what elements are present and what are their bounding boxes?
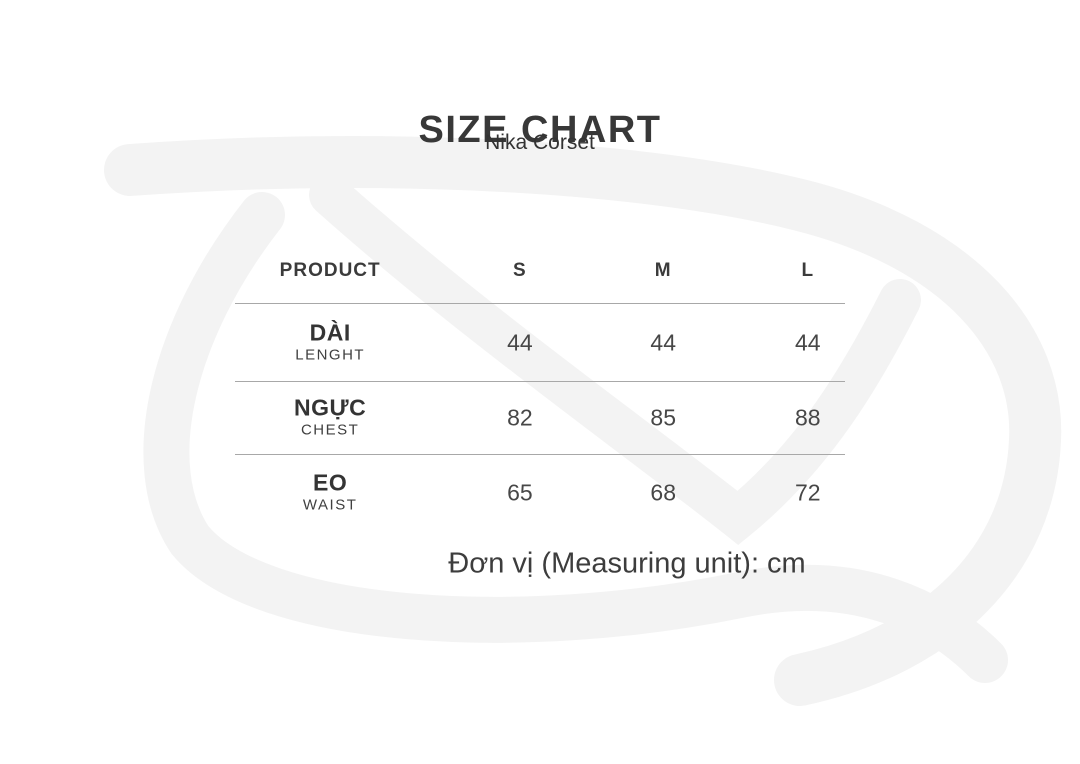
table-header-row: PRODUCT S M L bbox=[235, 238, 845, 304]
length-value-m: 44 bbox=[650, 329, 677, 355]
waist-value-s: 65 bbox=[507, 479, 533, 505]
row-label-en: LENGHT bbox=[295, 346, 366, 364]
table-row-waist: EO WAIST 65 68 72 bbox=[235, 455, 845, 530]
waist-value-l: 72 bbox=[794, 479, 821, 505]
table-row-chest: NGỰC CHEST 82 85 88 bbox=[235, 382, 845, 455]
row-label-waist: EO WAIST bbox=[302, 469, 358, 515]
table-row-length: DÀI LENGHT 44 44 44 bbox=[235, 304, 845, 382]
chest-value-s: 82 bbox=[507, 404, 533, 431]
row-label-chest: NGỰC CHEST bbox=[294, 394, 367, 441]
column-header-size-s: S bbox=[513, 259, 527, 281]
product-name: Nika Corset bbox=[485, 131, 595, 154]
row-label-en: WAIST bbox=[302, 496, 358, 514]
size-table: PRODUCT S M L DÀI LENGHT 44 44 44 NGỰC C… bbox=[235, 238, 845, 530]
waist-value-m: 68 bbox=[650, 479, 677, 505]
column-header-product: PRODUCT bbox=[279, 259, 381, 281]
column-header-size-m: M bbox=[654, 259, 672, 281]
page-title: SIZE CHART bbox=[418, 109, 662, 152]
row-label-vi: NGỰC bbox=[294, 394, 367, 421]
length-value-s: 44 bbox=[507, 329, 533, 355]
chest-value-l: 88 bbox=[794, 404, 821, 431]
row-label-vi: DÀI bbox=[309, 319, 351, 346]
length-value-l: 44 bbox=[794, 329, 821, 355]
row-label-vi: EO bbox=[313, 469, 348, 496]
row-label-en: CHEST bbox=[300, 421, 360, 439]
row-label-length: DÀI LENGHT bbox=[295, 319, 366, 365]
column-header-size-l: L bbox=[801, 259, 815, 281]
chest-value-m: 85 bbox=[650, 404, 677, 431]
measuring-unit-note: Đơn vị (Measuring unit): cm bbox=[448, 547, 806, 580]
